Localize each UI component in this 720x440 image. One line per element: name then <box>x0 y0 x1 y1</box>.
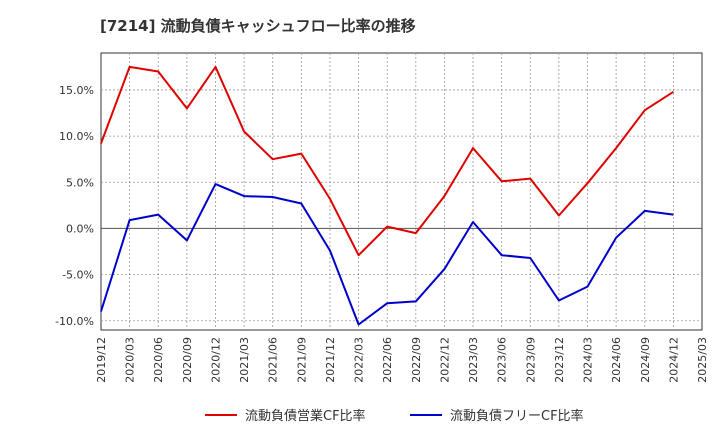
y-tick-label: 15.0% <box>59 84 94 97</box>
series-lines <box>100 65 674 326</box>
x-tick-label: 2023/06 <box>496 337 509 383</box>
y-tick-label: 0.0% <box>66 222 94 235</box>
series-line-1 <box>100 65 674 257</box>
y-tick-label: -5.0% <box>62 269 94 282</box>
x-tick-label: 2021/12 <box>324 337 337 383</box>
legend-label-2: 流動負債フリーCF比率 <box>450 408 584 424</box>
y-tick-label: 5.0% <box>66 176 94 189</box>
legend-label-1: 流動負債営業CF比率 <box>245 408 366 424</box>
x-tick-label: 2024/03 <box>582 337 595 383</box>
legend: 流動負債営業CF比率 流動負債フリーCF比率 <box>205 408 584 424</box>
chart-title: [7214] 流動負債キャッシュフロー比率の推移 <box>100 17 416 35</box>
x-tick-label: 2022/09 <box>410 337 423 383</box>
x-tick-label: 2020/06 <box>152 337 165 383</box>
x-tick-label: 2022/03 <box>353 337 366 383</box>
x-tick-label: 2020/03 <box>124 337 137 383</box>
x-tick-label: 2021/06 <box>267 337 280 383</box>
series-line-2 <box>100 183 674 326</box>
x-tick-label: 2022/12 <box>438 337 451 383</box>
x-tick-label: 2021/09 <box>295 337 308 383</box>
x-tick-label: 2020/12 <box>209 337 222 383</box>
x-tick-label: 2024/09 <box>639 337 652 383</box>
y-tick-label: -10.0% <box>55 315 94 328</box>
y-tick-label: 10.0% <box>59 130 94 143</box>
x-tick-label: 2025/03 <box>696 337 709 383</box>
y-gridlines <box>101 89 702 322</box>
x-tick-label: 2024/06 <box>610 337 623 383</box>
x-tick-label: 2019/12 <box>95 337 108 383</box>
x-tick-label: 2023/09 <box>524 337 537 383</box>
x-tick-label: 2021/03 <box>238 337 251 383</box>
plot-area <box>100 52 703 331</box>
x-tick-label: 2023/03 <box>467 337 480 383</box>
x-tick-label: 2024/12 <box>667 337 680 383</box>
x-tick-label: 2020/09 <box>181 337 194 383</box>
y-axis-tick-labels: 15.0% 10.0% 5.0% 0.0% -5.0% -10.0% <box>55 84 94 328</box>
x-tick-label: 2022/06 <box>381 337 394 383</box>
x-axis-tick-labels: 2019/12 2020/03 2020/06 2020/09 2020/12 2021/… <box>95 337 709 383</box>
x-tick-label: 2023/12 <box>553 337 566 383</box>
